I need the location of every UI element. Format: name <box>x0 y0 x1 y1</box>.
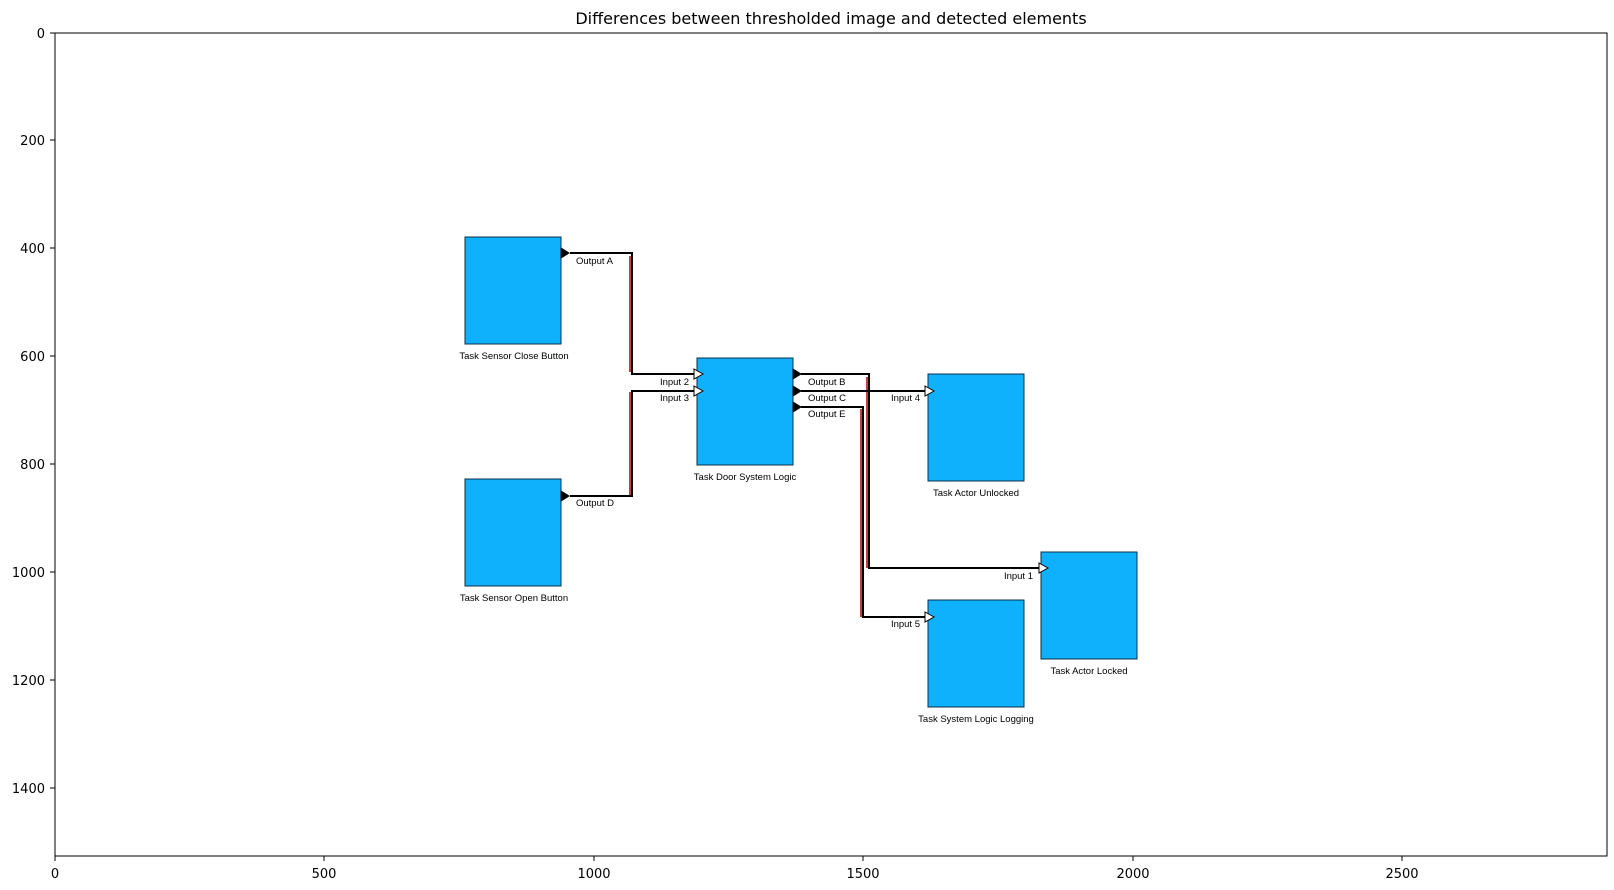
wire-output-e-to-input-5 <box>801 406 925 618</box>
x-tick-label: 1500 <box>846 867 879 882</box>
block-label-actor-locked: Task Actor Locked <box>1050 666 1127 677</box>
block-label-open-button: Task Sensor Open Button <box>460 593 568 604</box>
y-tick-label: 0 <box>37 27 45 42</box>
port-input-2-arrow <box>693 368 705 380</box>
port-label-output-d: Output D <box>576 498 614 509</box>
port-output-d-arrow <box>560 490 570 502</box>
wire-output-d-to-input-3 <box>570 390 694 497</box>
y-tick-label: 600 <box>20 350 45 365</box>
block-task-actor-unlocked <box>927 373 1025 482</box>
blocks <box>464 236 1138 708</box>
wire-output-a-to-input-2 <box>570 252 694 375</box>
port-label-output-c: Output C <box>808 393 846 404</box>
x-tick-label: 0 <box>51 867 59 882</box>
block-task-system-logic-logging <box>927 599 1025 708</box>
port-label-input-1: Input 1 <box>1004 571 1033 582</box>
x-tick-label: 1000 <box>577 867 610 882</box>
wire-output-b-to-input-1 <box>801 373 1040 569</box>
port-output-a-arrow <box>560 247 570 259</box>
port-input-3-arrow <box>693 385 705 397</box>
block-label-system-logic-logging: Task System Logic Logging <box>918 714 1034 725</box>
block-task-actor-locked <box>1040 551 1138 660</box>
plot-frame <box>54 32 1608 857</box>
port-output-e-arrow <box>792 401 802 413</box>
x-tick-label: 2000 <box>1116 867 1149 882</box>
block-label-actor-unlocked: Task Actor Unlocked <box>933 488 1019 499</box>
y-tick-label: 1400 <box>12 782 45 797</box>
y-tick-label: 1000 <box>12 566 45 581</box>
port-label-output-e: Output E <box>808 409 846 420</box>
port-output-c-arrow <box>792 385 802 397</box>
wires <box>570 252 1040 618</box>
y-tick-label: 400 <box>20 242 45 257</box>
port-labels: Output A Output D Input 2 Input 3 Output… <box>576 256 1033 630</box>
block-task-door-system-logic <box>696 357 794 466</box>
port-label-input-2: Input 2 <box>660 377 689 388</box>
block-label-close-button: Task Sensor Close Button <box>459 351 568 362</box>
y-tick-label: 200 <box>20 134 45 149</box>
port-input-4-arrow <box>924 385 936 397</box>
y-axis: 0 200 400 600 800 1000 1200 1400 <box>12 27 55 797</box>
port-label-input-5: Input 5 <box>891 619 920 630</box>
port-input-1-arrow <box>1038 562 1050 574</box>
x-tick-label: 500 <box>312 867 337 882</box>
block-task-sensor-close-button <box>464 236 562 345</box>
x-tick-label: 2500 <box>1385 867 1418 882</box>
block-label-door-system-logic: Task Door System Logic <box>694 472 797 483</box>
block-labels: Task Sensor Close Button Task Sensor Ope… <box>459 351 1127 725</box>
block-task-sensor-open-button <box>464 478 562 587</box>
ports <box>560 247 1050 623</box>
port-output-b-arrow <box>792 368 802 380</box>
port-label-output-b: Output B <box>808 377 846 388</box>
x-axis: 0 500 1000 1500 2000 2500 <box>51 856 1419 882</box>
port-label-output-a: Output A <box>576 256 614 267</box>
port-label-input-3: Input 3 <box>660 393 689 404</box>
y-tick-label: 800 <box>20 458 45 473</box>
diff-traces <box>629 256 868 617</box>
port-label-input-4: Input 4 <box>891 393 920 404</box>
port-input-5-arrow <box>924 611 936 623</box>
figure-title: Differences between thresholded image an… <box>575 9 1086 28</box>
y-tick-label: 1200 <box>12 674 45 689</box>
